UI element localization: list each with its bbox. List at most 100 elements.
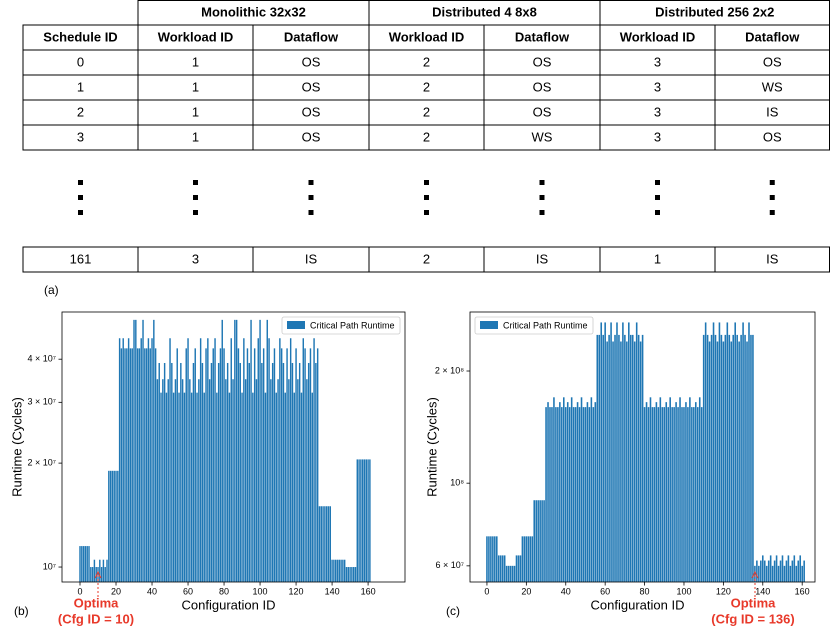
table-text: 2 <box>423 54 430 69</box>
table-text: 1 <box>192 54 199 69</box>
y-tick-label: 10⁷ <box>43 561 56 571</box>
table-header: Workload ID <box>158 29 234 44</box>
bar <box>192 362 195 582</box>
bar <box>673 407 675 582</box>
bar <box>785 560 788 582</box>
legend-box <box>281 316 401 335</box>
bar <box>225 379 227 582</box>
bar <box>255 379 258 582</box>
bar <box>99 559 101 582</box>
table-text: WS <box>532 129 553 144</box>
x-tick-label: 80 <box>219 586 229 596</box>
bar <box>783 565 786 582</box>
bar <box>539 500 541 582</box>
table-text: OS <box>302 129 321 144</box>
bar <box>343 559 346 582</box>
bar <box>133 319 135 582</box>
x-tick-label: 140 <box>325 586 340 596</box>
bar <box>122 338 124 582</box>
ellipsis-dot <box>308 180 314 185</box>
bar <box>91 567 94 582</box>
bar <box>176 348 178 582</box>
bar <box>136 348 139 582</box>
bar <box>320 506 322 582</box>
bar <box>171 362 173 582</box>
ellipsis-dot <box>655 195 660 200</box>
bar <box>724 334 727 582</box>
x-tick-label: 100 <box>676 586 691 596</box>
bar <box>710 334 713 582</box>
bar <box>291 362 294 582</box>
bar <box>262 348 265 582</box>
bar <box>547 402 549 582</box>
bar <box>503 555 506 582</box>
bar <box>223 348 225 582</box>
bar <box>230 338 232 582</box>
table-text: 2 <box>423 104 430 119</box>
bar <box>165 392 168 582</box>
bar <box>360 459 362 582</box>
bar <box>612 341 614 582</box>
bar <box>108 470 110 582</box>
bar <box>219 348 222 582</box>
bar <box>289 338 292 582</box>
bar <box>329 506 331 582</box>
bar <box>313 338 315 582</box>
bar <box>610 322 612 582</box>
table-text: OS <box>302 79 321 94</box>
bar <box>685 402 687 582</box>
bar <box>791 560 794 582</box>
bar <box>174 379 177 582</box>
bar <box>620 341 622 582</box>
bar <box>307 362 310 582</box>
bar <box>631 334 634 582</box>
bar <box>261 362 263 582</box>
bar <box>120 348 123 582</box>
bar <box>596 334 599 582</box>
x-tick-label: 80 <box>640 586 650 596</box>
bar <box>189 379 191 582</box>
bar <box>608 334 610 582</box>
bar <box>726 322 729 582</box>
bar <box>302 338 304 582</box>
bar <box>349 567 351 582</box>
bar <box>574 407 577 582</box>
bar <box>354 567 357 582</box>
bar <box>628 322 630 582</box>
bar <box>572 407 575 582</box>
bar <box>257 338 259 582</box>
bar <box>241 392 243 582</box>
bar <box>736 334 738 582</box>
bar <box>221 319 223 582</box>
bar <box>488 536 490 582</box>
bar <box>336 559 339 582</box>
bar <box>691 407 693 582</box>
bar <box>172 392 175 582</box>
x-tick-label: 160 <box>795 586 810 596</box>
bar <box>210 362 213 582</box>
bar <box>551 407 553 582</box>
table-header: Workload ID <box>620 29 696 44</box>
bar <box>113 470 115 582</box>
bar <box>311 392 313 582</box>
bar <box>669 397 671 582</box>
table-text: OS <box>302 104 321 119</box>
bar <box>600 322 603 582</box>
bar <box>304 348 306 582</box>
bar <box>671 407 673 582</box>
bar <box>334 559 337 582</box>
bar <box>142 319 144 582</box>
bar <box>677 407 679 582</box>
bar <box>761 555 764 582</box>
bar <box>661 407 664 582</box>
bar <box>93 559 96 582</box>
table-text: OS <box>533 79 552 94</box>
bar <box>700 407 703 582</box>
bar <box>138 348 141 582</box>
bar <box>679 397 681 582</box>
bar <box>496 536 498 582</box>
bar <box>365 459 368 582</box>
bar <box>90 567 92 582</box>
bar <box>604 322 606 582</box>
ellipsis-dot <box>424 195 429 200</box>
